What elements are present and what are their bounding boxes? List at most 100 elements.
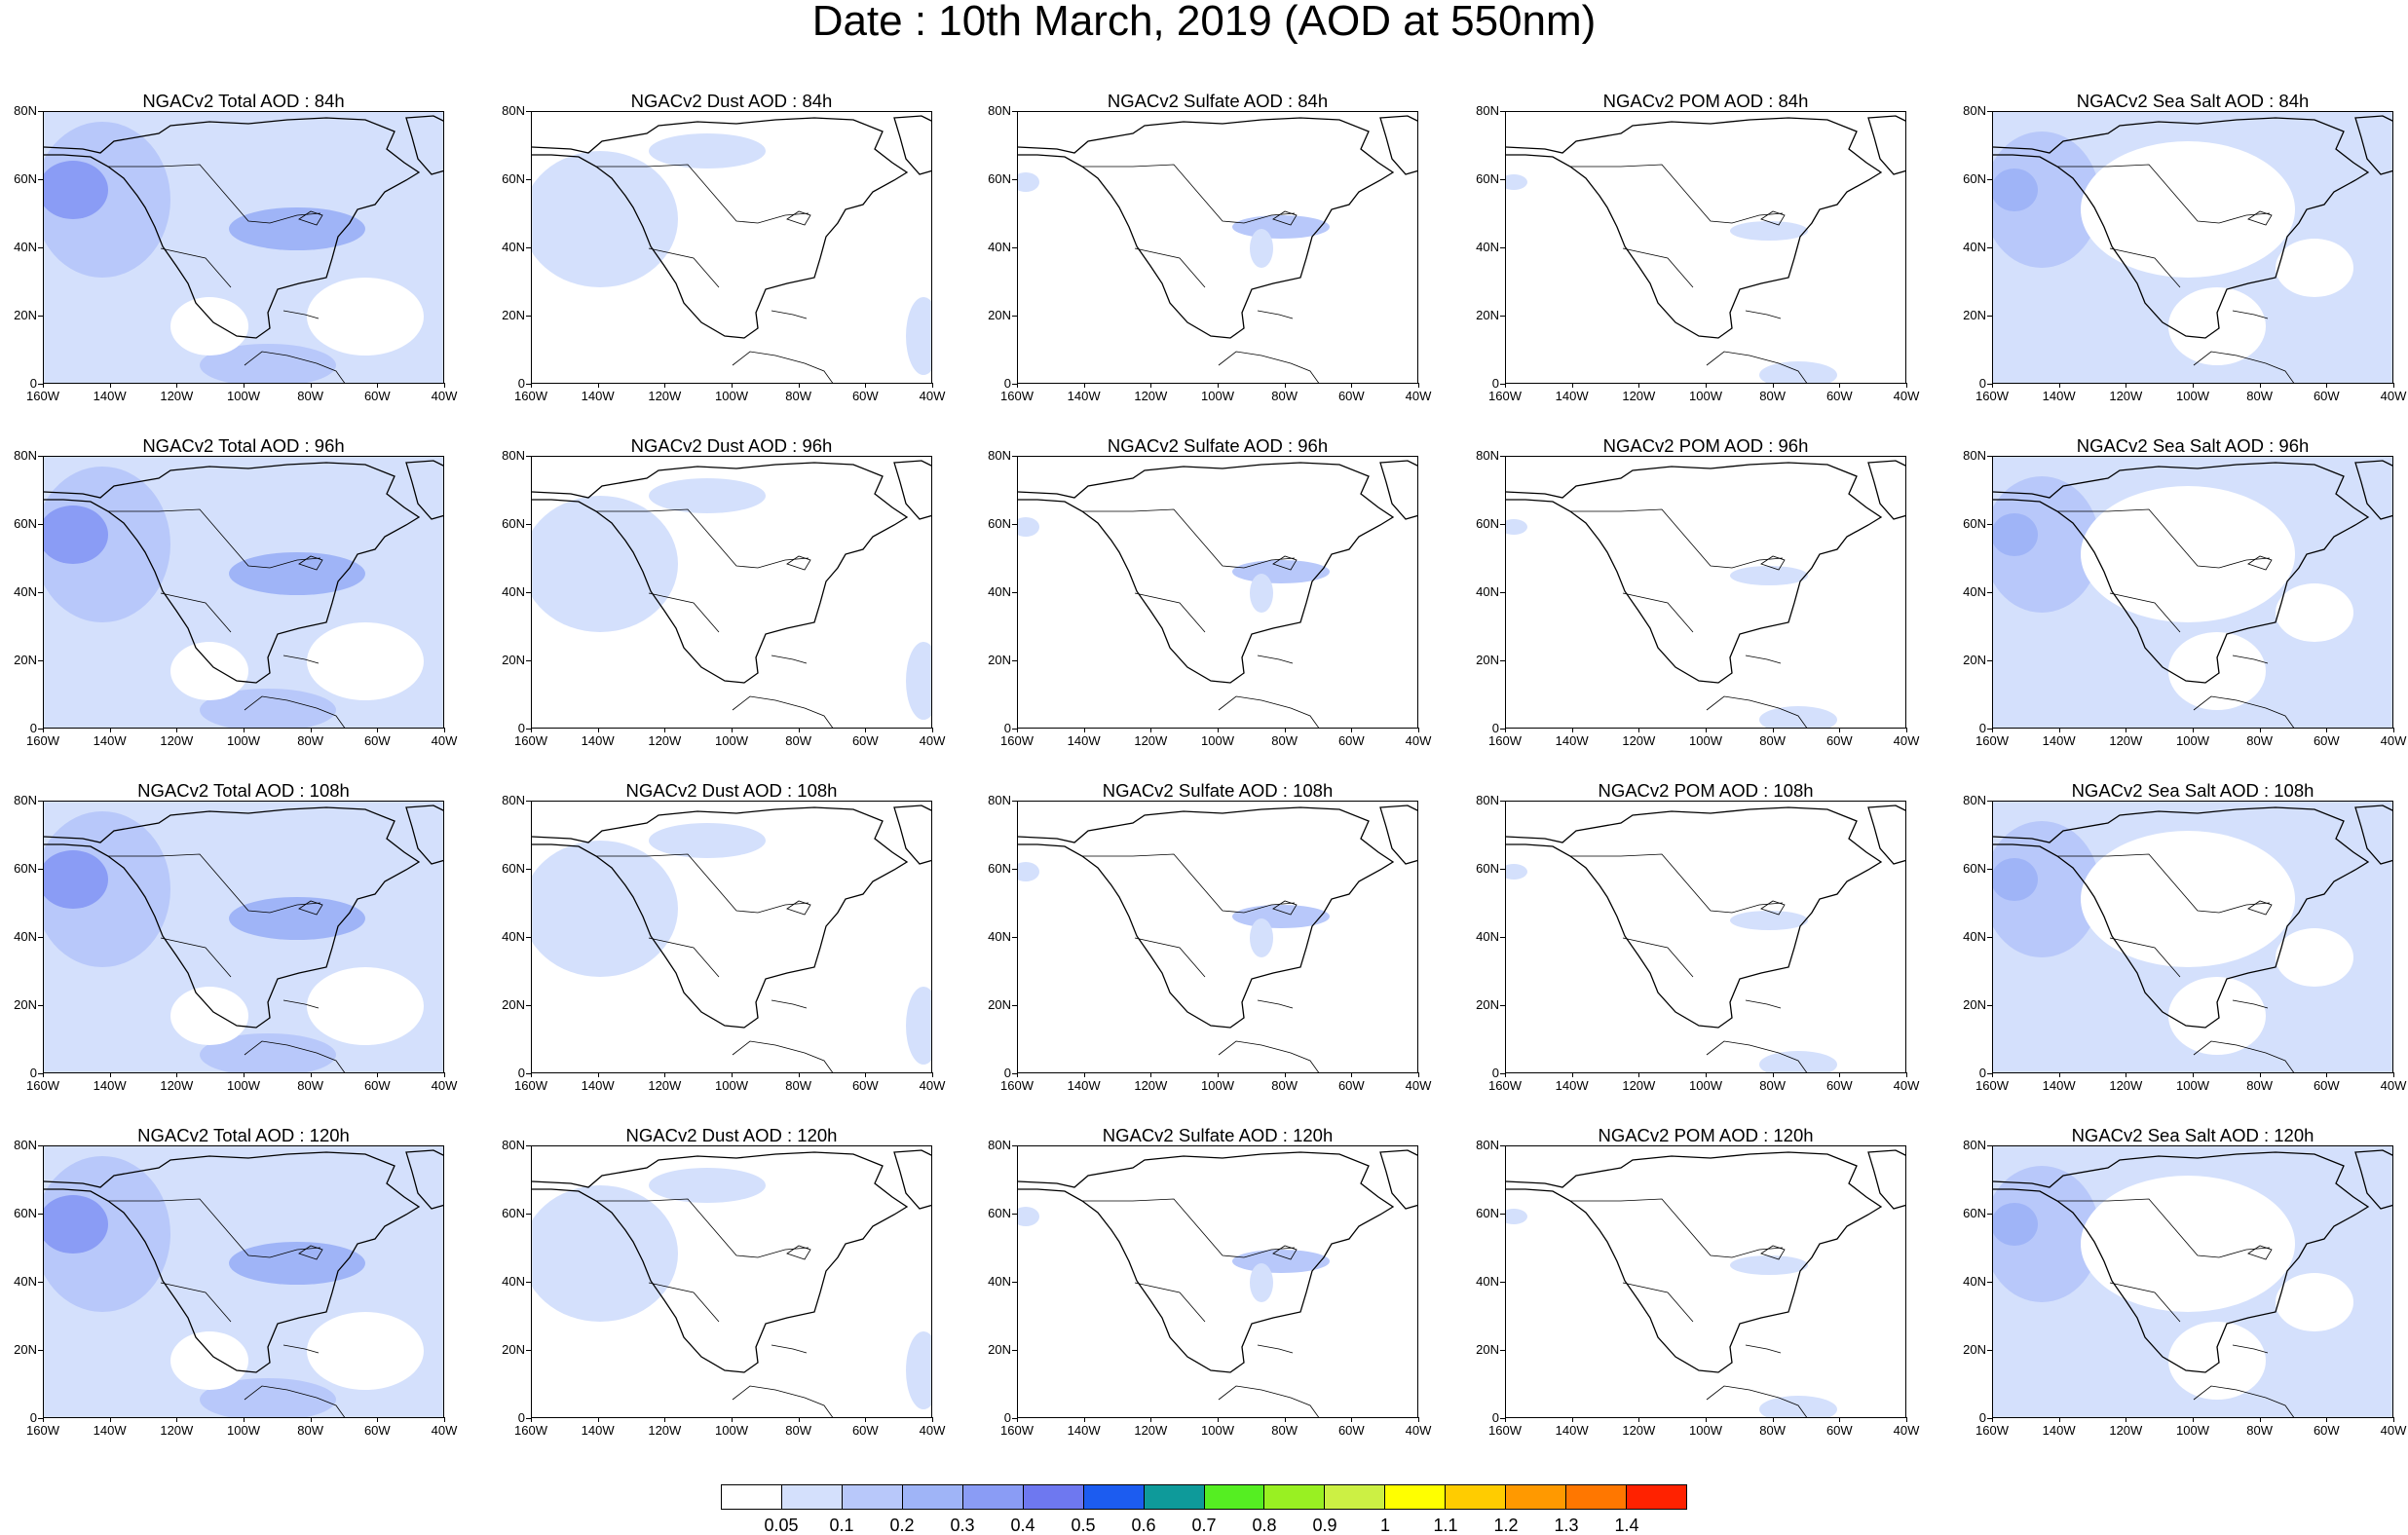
x-tick-label: 40W <box>1882 1072 1931 1093</box>
map-panel: NGACv2 Sea Salt AOD : 120h 80N 60N 40N 20N 0 1… <box>1963 1126 2406 1447</box>
great-lakes <box>1760 555 1786 571</box>
colorbar-cell <box>1446 1485 1507 1509</box>
y-tick-label: 80N <box>1462 104 1505 118</box>
colorbar <box>721 1484 1687 1510</box>
x-tick-label: 40W <box>2369 1072 2408 1093</box>
aod-shading <box>1232 1250 1330 1273</box>
coastline <box>1506 1151 1883 1373</box>
map-panel: NGACv2 Total AOD : 96h 80N 60N 40N 20N 0 160W 1… <box>14 435 457 758</box>
x-tick-label: 40W <box>908 383 957 403</box>
mexico-coast <box>648 592 720 633</box>
mexico-coast <box>2109 1282 2181 1323</box>
map-plot-area <box>531 111 932 384</box>
y-tick-label: 80N <box>0 794 43 807</box>
x-tick-label: 80W <box>1749 383 1797 403</box>
coastline <box>44 806 421 1029</box>
greenland-coast <box>893 805 931 865</box>
aod-shading <box>2276 1273 2353 1331</box>
y-tick-label: 0 <box>1462 1067 1505 1080</box>
y-tick-label: 20N <box>1949 654 1992 667</box>
y-tick-label: 60N <box>1949 862 1992 876</box>
x-tick-label: 80W <box>774 728 823 748</box>
y-tick-label: 80N <box>974 794 1017 807</box>
x-tick-label: 140W <box>86 728 134 748</box>
y-tick-label: 40N <box>488 241 531 254</box>
aod-shading <box>906 1331 931 1409</box>
map-plot-area <box>1992 1145 2393 1418</box>
aod-shading <box>307 967 424 1045</box>
x-tick-label: 100W <box>1193 1072 1242 1093</box>
south-america-coast <box>244 695 346 728</box>
great-lakes <box>786 555 811 571</box>
y-tick-label: 80N <box>0 1139 43 1152</box>
x-tick-label: 160W <box>507 1417 555 1438</box>
x-tick-label: 120W <box>2101 728 2150 748</box>
y-tick-label: 0 <box>974 722 1017 735</box>
x-tick-label: 80W <box>774 1417 823 1438</box>
coastline <box>1506 462 1883 684</box>
caribbean-islands <box>1745 999 1782 1009</box>
y-tick-label: 40N <box>1949 241 1992 254</box>
panel-title: NGACv2 Total AOD : 84h <box>142 91 345 111</box>
greenland-coast <box>2354 805 2392 865</box>
y-tick-label: 80N <box>0 449 43 463</box>
coastline <box>1993 806 2370 1029</box>
x-tick-label: 140W <box>574 383 622 403</box>
mexico-coast <box>1622 592 1694 633</box>
figure-title: Date : 10th March, 2019 (AOD at 550nm) <box>811 0 1597 45</box>
aod-shading <box>44 1195 108 1254</box>
y-tick-label: 60N <box>0 1207 43 1220</box>
aod-shading <box>2168 632 2266 710</box>
map-panel: NGACv2 Sea Salt AOD : 108h 80N 60N 40N 20N 0 1… <box>1963 780 2406 1103</box>
map-plot-area <box>1992 456 2393 729</box>
x-tick-label: 160W <box>1481 1417 1529 1438</box>
aod-map <box>44 457 443 728</box>
colorbar-cell <box>1144 1485 1205 1509</box>
y-tick-label: 0 <box>488 1067 531 1080</box>
x-tick-label: 120W <box>1614 383 1663 403</box>
x-tick-label: 100W <box>219 1417 268 1438</box>
x-tick-label: 80W <box>1749 1072 1797 1093</box>
x-tick-label: 80W <box>1260 1072 1309 1093</box>
x-tick-label: 120W <box>2101 383 2150 403</box>
colorbar-cell <box>1023 1485 1084 1509</box>
caribbean-islands <box>771 655 808 664</box>
map-plot-area <box>1017 456 1418 729</box>
x-tick-label: 160W <box>1968 1417 2016 1438</box>
x-tick-label: 60W <box>841 383 889 403</box>
coastline <box>44 1151 421 1373</box>
y-tick-label: 40N <box>0 1275 43 1289</box>
x-tick-label: 100W <box>219 1072 268 1093</box>
caribbean-islands <box>282 1344 320 1354</box>
x-tick-label: 80W <box>774 383 823 403</box>
aod-shading <box>170 1331 248 1390</box>
y-tick-label: 60N <box>488 862 531 876</box>
greenland-coast <box>1379 115 1417 175</box>
panel-title: NGACv2 Sea Salt AOD : 108h <box>2071 780 2314 801</box>
colorbar-label: 0.6 <box>1131 1516 1156 1535</box>
aod-map <box>1993 802 2392 1072</box>
x-tick-label: 80W <box>286 383 335 403</box>
x-tick-label: 120W <box>1126 1072 1175 1093</box>
x-tick-label: 160W <box>507 383 555 403</box>
country-border <box>596 508 809 569</box>
panel-title: NGACv2 Sulfate AOD : 120h <box>1102 1125 1334 1145</box>
x-tick-label: 60W <box>1327 728 1375 748</box>
aod-shading <box>532 1185 678 1322</box>
x-tick-label: 140W <box>1060 728 1109 748</box>
aod-shading <box>1993 821 2100 957</box>
aod-shading <box>649 1168 766 1203</box>
x-tick-label: 160W <box>1481 383 1529 403</box>
map-panel: NGACv2 Sulfate AOD : 84h 80N 60N 40N 20N 0 160… <box>988 92 1431 413</box>
x-tick-label: 60W <box>1815 383 1863 403</box>
aod-shading <box>1232 905 1330 928</box>
greenland-coast <box>893 115 931 175</box>
y-tick-label: 0 <box>488 1411 531 1425</box>
x-tick-label: 100W <box>1193 728 1242 748</box>
aod-shading <box>532 496 678 632</box>
panel-title: NGACv2 Total AOD : 96h <box>142 435 345 456</box>
coastline <box>1993 117 2370 339</box>
x-tick-label: 40W <box>908 1417 957 1438</box>
aod-shading <box>200 344 336 383</box>
y-tick-label: 0 <box>1949 377 1992 391</box>
